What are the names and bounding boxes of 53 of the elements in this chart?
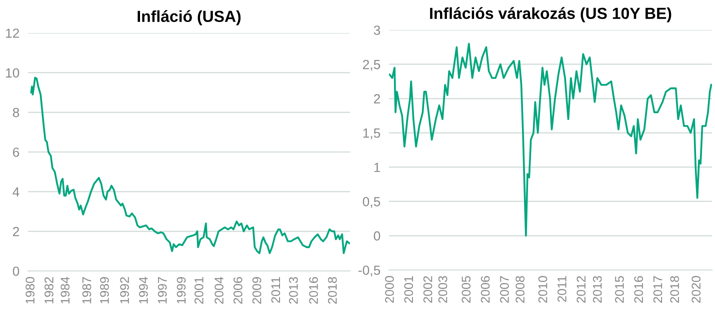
- x-tick-label: 1994: [139, 276, 148, 304]
- x-tick-label: 2016: [634, 276, 644, 303]
- x-tick-label: 2009: [252, 277, 262, 304]
- x-tick-label: 2001: [194, 277, 204, 304]
- x-tick-label: 2018: [670, 276, 680, 303]
- x-tick-label: 1999: [176, 277, 186, 304]
- line-series: [30, 76, 350, 254]
- y-tick-label: 1: [374, 162, 380, 172]
- y-tick-label: 1,5: [363, 128, 380, 140]
- y-tick-label: 2: [12, 226, 20, 236]
- x-tick-label: 2018: [328, 277, 337, 304]
- x-tick-label: 2007: [500, 276, 509, 303]
- x-tick-label: 1992: [120, 277, 129, 304]
- x-tick-label: 2000: [385, 276, 394, 303]
- chart-title: Inflációs várakozás (US 10Y BE): [430, 7, 672, 22]
- x-tick-label: 1989: [100, 277, 109, 304]
- x-tick-label: 2004: [214, 276, 224, 304]
- y-tick-label: 8: [12, 108, 20, 118]
- y-tick-label: 2,5: [362, 60, 380, 71]
- y-tick-label: 10: [6, 68, 20, 78]
- x-tick-label: 1982: [44, 277, 54, 304]
- x-tick-label: 2013: [289, 277, 298, 304]
- x-tick-label: 2011: [271, 277, 280, 303]
- chart-title: Infláció (USA): [138, 10, 241, 26]
- x-tick-label: 2016: [309, 277, 318, 304]
- x-tick-label: 2015: [615, 276, 624, 303]
- y-tick-label: 12: [6, 28, 20, 38]
- y-tick-label: 0: [374, 231, 380, 241]
- y-tick-label: 4: [12, 187, 20, 196]
- x-tick-label: 2001: [404, 276, 414, 303]
- x-tick-label: 2017: [653, 276, 662, 303]
- x-tick-label: 2013: [592, 276, 602, 303]
- x-tick-label: 2010: [538, 276, 548, 303]
- x-tick-label: 2006: [480, 276, 490, 303]
- x-tick-label: 2002: [423, 276, 432, 303]
- y-tick-label: 0,5: [362, 196, 380, 208]
- y-tick-label: -0,5: [358, 266, 380, 276]
- x-tick-label: 2012: [576, 276, 586, 303]
- x-tick-label: 1984: [60, 276, 70, 304]
- x-tick-label: 2006: [233, 277, 242, 304]
- y-tick-label: 2: [374, 94, 380, 104]
- x-tick-label: 1997: [158, 277, 167, 304]
- y-tick-label: 3: [374, 26, 380, 35]
- x-tick-label: 1980: [26, 277, 35, 304]
- y-tick-label: 0: [12, 266, 20, 276]
- y-tick-label: 6: [13, 148, 20, 157]
- x-tick-label: 2020: [692, 276, 701, 303]
- line-series: [389, 42, 712, 237]
- x-tick-label: 2011: [558, 276, 566, 302]
- x-tick-label: 2008: [516, 276, 524, 303]
- x-tick-label: 2005: [462, 276, 471, 303]
- x-tick-label: 2003: [438, 276, 448, 303]
- x-tick-label: 1987: [82, 277, 92, 304]
